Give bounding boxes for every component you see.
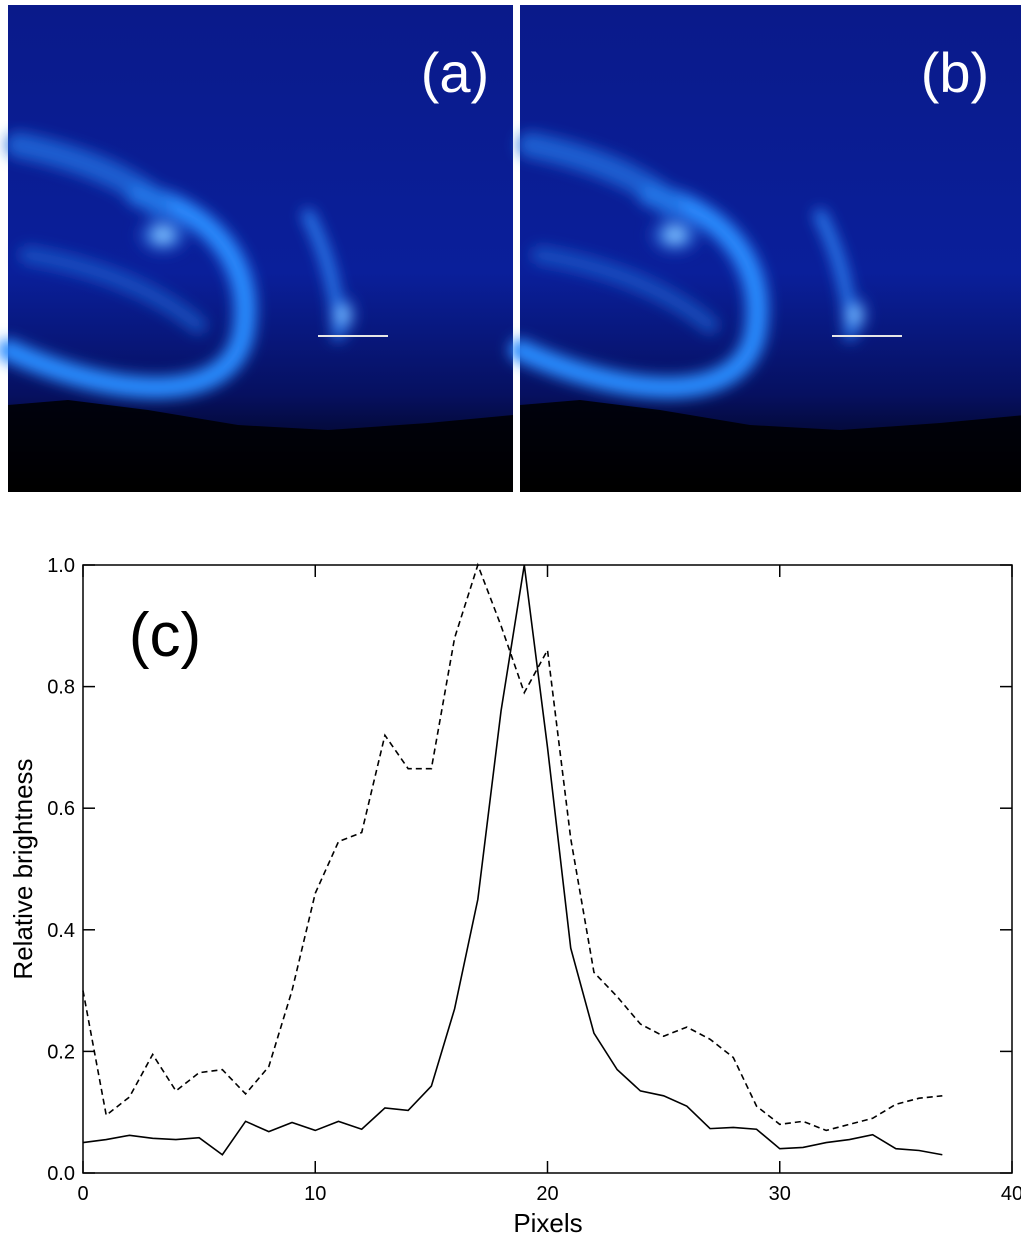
- x-tick-label: 0: [77, 1183, 88, 1205]
- x-tick-label: 30: [769, 1183, 791, 1205]
- y-tick-label: 0.0: [47, 1163, 75, 1185]
- panel-b: [520, 5, 1021, 492]
- panel-label: (a): [421, 41, 489, 104]
- y-tick-label: 0.8: [47, 677, 75, 699]
- data-line: [82, 562, 943, 1132]
- panel-a: [8, 5, 513, 492]
- panel-label: (c): [129, 601, 201, 670]
- y-tick-label: 0.2: [47, 1041, 75, 1063]
- panel-label: (b): [921, 41, 989, 104]
- y-tick-label: 0.4: [47, 920, 75, 942]
- y-axis-label: Relative brightness: [8, 758, 38, 979]
- x-tick-label: 20: [536, 1183, 558, 1205]
- data-line: [82, 564, 943, 1156]
- y-tick-label: 0.6: [47, 798, 75, 820]
- x-axis-label: Pixels: [513, 1208, 582, 1238]
- x-tick-label: 40: [1001, 1183, 1021, 1205]
- x-tick-label: 10: [304, 1183, 326, 1205]
- y-tick-label: 1.0: [47, 555, 75, 577]
